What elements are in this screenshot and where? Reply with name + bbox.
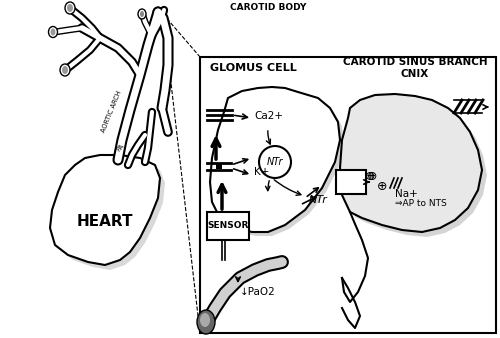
Bar [200,57,496,333]
Text: ⊕: ⊕ [365,170,375,184]
Polygon shape [50,155,160,265]
Ellipse shape [62,66,68,74]
Text: HEART: HEART [77,215,133,230]
Bar [216,164,222,169]
Text: ⊕: ⊕ [377,179,387,193]
Text: NTr: NTr [267,157,283,167]
Text: Ca2+: Ca2+ [254,111,283,121]
Text: PA: PA [115,143,125,153]
Ellipse shape [67,4,73,12]
Ellipse shape [138,9,146,19]
Ellipse shape [50,28,56,35]
Text: Na+: Na+ [395,189,418,199]
Polygon shape [214,91,344,236]
Text: SENSOR: SENSOR [208,221,248,231]
Text: K+: K+ [254,167,270,177]
Bar [207,212,249,240]
Polygon shape [340,94,482,232]
Text: AORTIC ARCH: AORTIC ARCH [101,90,123,134]
Polygon shape [210,87,340,232]
Text: ⇒AP to NTS: ⇒AP to NTS [395,199,447,209]
Text: CAROTID SINUS BRANCH
CNIX: CAROTID SINUS BRANCH CNIX [342,57,488,79]
Circle shape [259,146,291,178]
Text: CAROTID BODY: CAROTID BODY [230,3,306,13]
Ellipse shape [200,313,210,327]
Text: NTr: NTr [308,195,328,205]
Ellipse shape [60,64,70,76]
Ellipse shape [48,26,58,38]
Ellipse shape [197,310,215,334]
Polygon shape [55,160,165,270]
Polygon shape [345,99,487,237]
Ellipse shape [65,2,75,14]
Text: ↓PaO2: ↓PaO2 [240,287,276,297]
Bar [336,170,366,194]
Ellipse shape [140,11,144,17]
Text: GLOMUS CELL: GLOMUS CELL [210,63,296,73]
Text: ⊕: ⊕ [367,169,378,183]
